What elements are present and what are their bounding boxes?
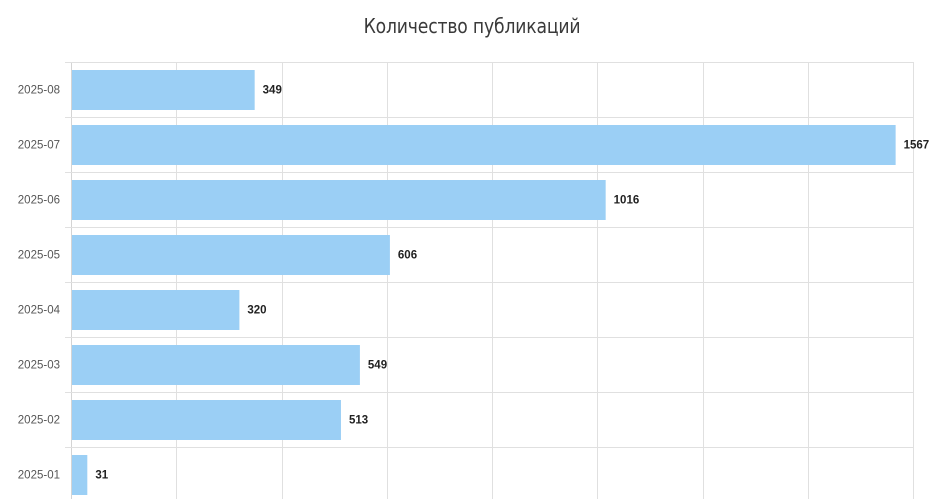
bar-2025-08[interactable] [72,70,255,110]
bar-2025-04[interactable] [72,290,240,330]
bar-2025-06[interactable] [72,180,606,220]
y-tick-label: 2025-07 [18,140,60,152]
y-tick-label: 2025-02 [18,415,60,427]
chart-title: Количество публикаций [363,14,581,38]
data-label: 320 [247,305,266,317]
bar-2025-07[interactable] [72,125,896,165]
y-tick-label: 2025-08 [18,85,60,97]
labels: 2025-08 349 2025-07 1567 2025-06 1016 2025-05 6… [18,85,929,482]
data-label: 349 [263,85,282,97]
bars [72,70,896,495]
data-label: 31 [95,470,108,482]
data-label: 1567 [904,140,930,152]
bar-2025-01[interactable] [72,455,88,495]
bar-2025-05[interactable] [72,235,390,275]
y-tick-label: 2025-03 [18,360,60,372]
data-label: 1016 [614,195,640,207]
y-tick-label: 2025-04 [18,305,61,317]
data-label: 513 [349,415,368,427]
data-label: 549 [368,360,387,372]
bar-2025-02[interactable] [72,400,341,440]
y-tick-label: 2025-01 [18,470,60,482]
bar-2025-03[interactable] [72,345,360,385]
y-tick-label: 2025-06 [18,195,60,207]
y-tick-label: 2025-05 [18,250,60,262]
data-label: 606 [398,250,417,262]
